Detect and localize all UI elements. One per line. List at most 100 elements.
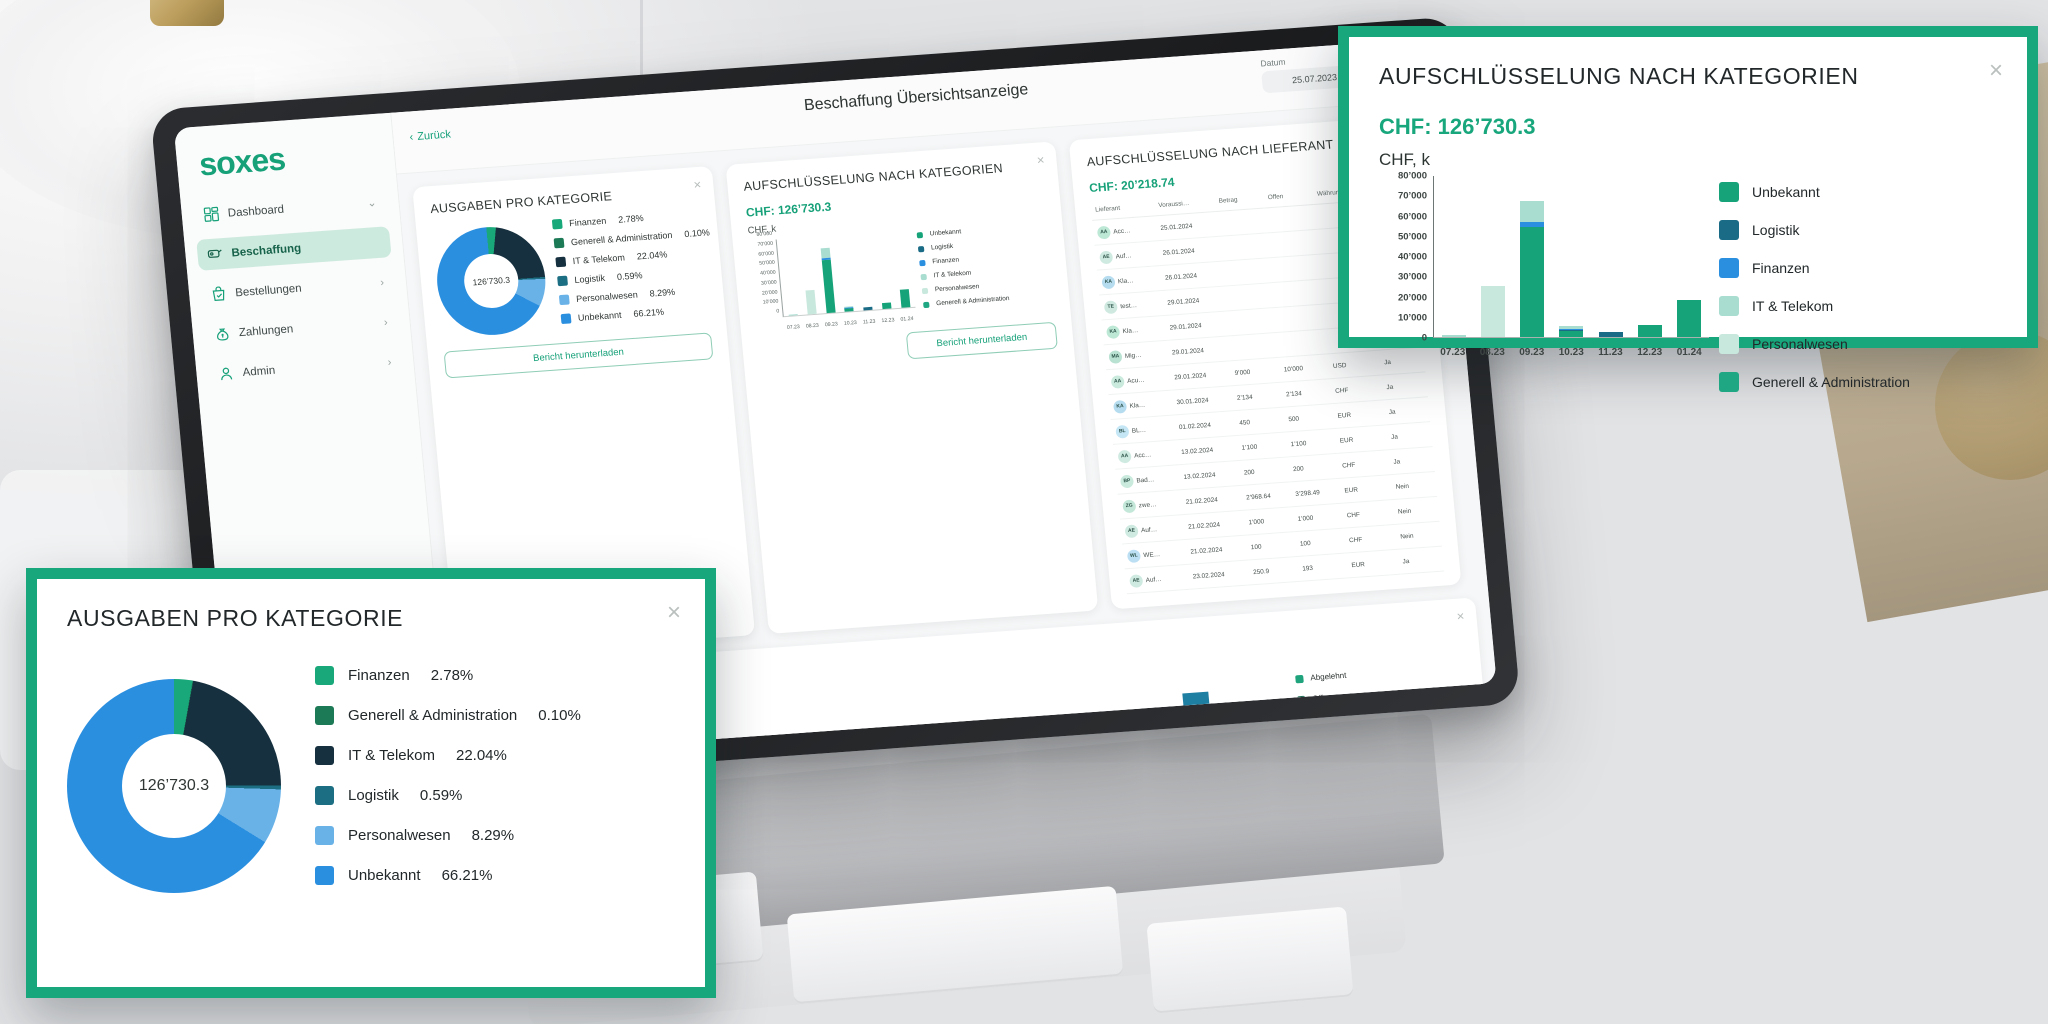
- cell-amount: [1222, 282, 1275, 312]
- legend-item: Unbekannt: [916, 225, 1003, 238]
- x-axis: 07.23 08.23 09.23 10.23 11.23 12.23 01.24: [784, 316, 917, 331]
- sidebar-item-bestellungen[interactable]: Bestellungen ›: [200, 266, 395, 311]
- close-icon[interactable]: ×: [666, 599, 681, 626]
- cell-supplier: AE Auf…: [1124, 564, 1190, 594]
- close-icon[interactable]: ×: [692, 176, 702, 193]
- legend-item: Offen: [1297, 685, 1447, 705]
- cell-open: 500: [1283, 403, 1335, 433]
- popup-axis-unit: CHF, k: [1379, 150, 1430, 169]
- cell-open: 3’298.49: [1290, 478, 1342, 507]
- donut-legend: Finanzen 2.78% Generell & Administration 0…: [551, 208, 718, 333]
- download-report-button[interactable]: Bericht herunterladen: [443, 332, 714, 379]
- cell-currency: EUR: [1339, 474, 1393, 504]
- legend-swatch: [315, 746, 334, 765]
- x-tick-label: 11.23: [862, 318, 876, 326]
- cell-amount: [1220, 257, 1272, 287]
- bar-segment: [1520, 200, 1545, 223]
- legend-item: Logistik: [917, 239, 1005, 252]
- cell-open: [1267, 229, 1319, 258]
- sidebar-item-admin[interactable]: Admin ›: [207, 346, 402, 391]
- legend-swatch: [1297, 695, 1306, 704]
- legend-item: Unbekannt 66.21%: [315, 866, 581, 885]
- legend-swatch: [1719, 220, 1739, 240]
- legend-value: 0.10%: [538, 707, 581, 724]
- legend-item: Logistik 0.59%: [557, 265, 714, 287]
- popup-body: × AUFSCHLÜSSELUNG NACH KATEGORIEN CHF: 1…: [1349, 37, 2027, 432]
- avatar: KA: [1106, 324, 1121, 339]
- sidebar-item-zahlungen[interactable]: Zahlungen ›: [204, 306, 399, 351]
- avatar: BL: [1115, 424, 1130, 439]
- cell-amount: [1215, 208, 1268, 237]
- y-tick-label: 70’000: [1397, 190, 1427, 202]
- legend-value: 66.21%: [441, 867, 493, 884]
- bar-stack: [844, 305, 855, 312]
- y-tick-label: 50’000: [1397, 231, 1427, 243]
- legend-label: Unbekannt: [577, 309, 622, 323]
- y-axis: 0 10’000 20’000 30’000 40’000 50’000 60’000 70’…: [1379, 171, 1431, 344]
- legend-label: Unbekannt: [1752, 184, 1820, 200]
- cell-date: 23.02.2024: [1187, 560, 1251, 590]
- legend-item: Generell & Administration: [923, 295, 1010, 308]
- avatar: AA: [1096, 225, 1111, 240]
- y-tick-label: 40’000: [759, 269, 776, 277]
- chevron-right-icon[interactable]: ›: [379, 276, 385, 289]
- sidebar-item-dashboard[interactable]: Dashboard ⌄: [193, 186, 388, 231]
- legend-swatch: [916, 231, 924, 238]
- plot-area: [1433, 176, 1709, 338]
- legend-item: Personalwesen: [921, 281, 1009, 294]
- cell-paid: Nein: [1390, 471, 1438, 500]
- y-tick-label: 0: [776, 308, 780, 315]
- bar-segment: [1520, 222, 1545, 227]
- y-tick-label: 20’000: [761, 289, 778, 297]
- x-tick-label: 07.23: [1440, 347, 1466, 358]
- close-icon[interactable]: ×: [1988, 57, 2003, 84]
- mini-legend: Unbekannt Logistik Finanzen IT & Telekom Per…: [916, 223, 1011, 321]
- cell-amount: 1’000: [1243, 506, 1295, 536]
- legend-item: Generell & Administration 0.10%: [553, 227, 710, 249]
- sidebar-item-label: Zahlungen: [238, 322, 294, 339]
- y-tick-label: 10’000: [1397, 312, 1427, 324]
- cell-open: [1276, 328, 1328, 358]
- dashboard-icon: [203, 206, 220, 222]
- legend-swatch: [558, 294, 570, 306]
- bar-segment: [1441, 335, 1466, 337]
- legend-label: Finanzen: [568, 215, 607, 229]
- close-icon[interactable]: ×: [1036, 152, 1046, 168]
- donut-center-value: 126’730.3: [122, 734, 226, 838]
- bar-stack: [863, 307, 873, 311]
- bag-icon: [211, 286, 227, 302]
- bar-stack: [1638, 324, 1663, 337]
- close-icon[interactable]: ×: [1456, 608, 1466, 624]
- cell-paid: Nein: [1395, 521, 1442, 550]
- legend-swatch: [315, 786, 334, 805]
- bar-segment: [1559, 326, 1584, 329]
- legend-value: 22.04%: [455, 747, 507, 764]
- chevron-down-icon[interactable]: ⌄: [366, 197, 378, 210]
- sidebar-item-beschaffung[interactable]: Beschaffung: [196, 226, 392, 271]
- legend-item: Abgelehnt: [1295, 664, 1445, 684]
- x-tick-label: 08.23: [1479, 347, 1505, 358]
- x-axis: 07.23 08.23 09.23 10.23 11.23 12.23 01.24: [1433, 347, 1709, 358]
- legend-label: IT & Telekom: [348, 747, 435, 764]
- y-tick-label: 40’000: [1397, 251, 1427, 263]
- cell-amount: 9’000: [1229, 357, 1281, 386]
- cell-open: 200: [1287, 453, 1340, 482]
- download-report-button[interactable]: Bericht herunterladen: [905, 321, 1058, 360]
- legend-swatch: [560, 313, 572, 325]
- chart-legend: Unbekannt Logistik Finanzen IT & Telekom Per…: [1719, 176, 1997, 410]
- popup-chart-and-legend: 126’730.3 Finanzen 2.78% Generell & Admini…: [67, 666, 675, 906]
- x-tick-label: 08.23: [805, 322, 820, 330]
- y-tick-label: 30’000: [760, 279, 777, 287]
- cell-amount: [1224, 307, 1277, 336]
- money-bag-icon: [214, 326, 230, 342]
- legend-swatch: [555, 256, 567, 268]
- legend-label: Finanzen: [932, 256, 960, 266]
- x-tick-label: 09.23: [824, 321, 839, 329]
- chevron-right-icon[interactable]: ›: [383, 316, 389, 329]
- legend-item: IT & Telekom: [920, 267, 1007, 280]
- cell-open: [1274, 304, 1326, 333]
- y-tick-label: 0: [1421, 332, 1427, 344]
- avatar: AE: [1099, 250, 1114, 264]
- legend-label: Logistik: [348, 787, 399, 804]
- chevron-right-icon[interactable]: ›: [387, 355, 392, 369]
